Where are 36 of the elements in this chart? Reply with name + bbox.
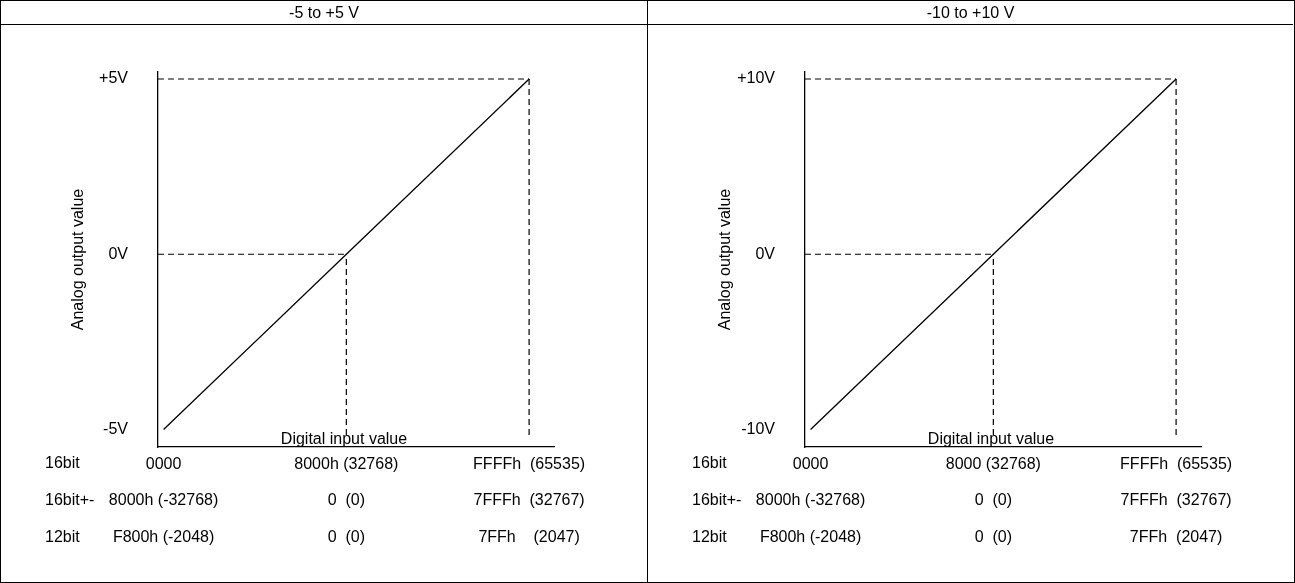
text: 7FFFh (32767) <box>473 491 585 509</box>
y-axis-title: Analog output value <box>69 188 87 331</box>
x-tick-label: FFFFh (65535) <box>1120 455 1233 473</box>
x-tick-label: 0000 <box>792 455 829 473</box>
y-tick-label: -5V <box>103 419 129 437</box>
y-tick-label: 0V <box>755 244 776 262</box>
chart-title: -10 to +10 V <box>648 1 1293 25</box>
y-tick-label: 0V <box>108 244 129 262</box>
text: 7FFh (2047) <box>478 528 580 546</box>
text: 16bit <box>692 454 728 472</box>
text: 0 (0) <box>974 491 1013 509</box>
y-axis-title: Analog output value <box>716 188 734 331</box>
text: 16bit+- <box>692 491 742 509</box>
text: F800h (-2048) <box>759 528 862 546</box>
y-tick-label: +10V <box>737 69 776 87</box>
x-axis-title: Digital input value <box>927 430 1055 448</box>
text: 12bit <box>45 528 81 546</box>
text: 16bit+- <box>45 491 95 509</box>
chart-title: -5 to +5 V <box>1 1 647 25</box>
text: F800h (-2048) <box>112 528 215 546</box>
x-tick-label: 0000 <box>145 455 182 473</box>
x-tick-label: 8000h (32768) <box>294 455 399 473</box>
text: 12bit <box>692 528 728 546</box>
text: 0 (0) <box>974 528 1013 546</box>
x-tick-label: 8000 (32768) <box>945 455 1041 473</box>
text: 8000h (-32768) <box>755 491 866 509</box>
text: 0 (0) <box>327 528 366 546</box>
x-tick-label: FFFFh (65535) <box>473 455 586 473</box>
y-tick-label: -10V <box>741 419 776 437</box>
text: 7FFFh (32767) <box>1120 491 1232 509</box>
x-axis-title: Digital input value <box>280 430 408 448</box>
y-tick-label: +5V <box>99 69 129 87</box>
text: 8000h (-32768) <box>108 491 219 509</box>
text: 7FFh (2047) <box>1129 528 1223 546</box>
text: 0 (0) <box>327 491 366 509</box>
text: 16bit <box>45 454 81 472</box>
